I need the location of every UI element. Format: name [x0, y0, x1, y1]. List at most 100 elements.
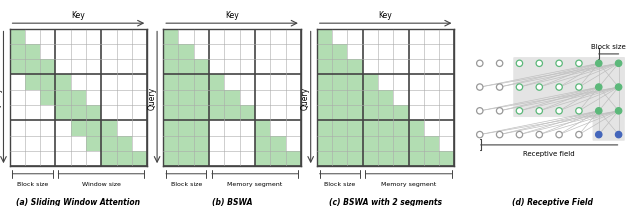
Bar [194, 90, 209, 105]
Circle shape [477, 108, 483, 115]
FancyBboxPatch shape [513, 58, 625, 117]
Bar [209, 75, 225, 90]
Bar [332, 121, 348, 136]
Bar [163, 151, 179, 166]
Bar [348, 90, 363, 105]
Bar [101, 121, 116, 136]
Bar [348, 105, 363, 121]
Bar [393, 121, 408, 136]
Circle shape [497, 108, 503, 115]
Bar [348, 151, 363, 166]
Circle shape [616, 132, 622, 138]
Text: (c) BSWA with 2 segments: (c) BSWA with 2 segments [329, 197, 442, 206]
Text: Window size: Window size [82, 181, 121, 186]
Bar [163, 75, 179, 90]
Bar [71, 90, 86, 105]
Bar [86, 121, 101, 136]
Bar [378, 151, 393, 166]
Bar [132, 151, 147, 166]
Circle shape [516, 108, 523, 115]
Bar [163, 105, 179, 121]
Bar [179, 90, 194, 105]
Bar [317, 151, 332, 166]
Bar [378, 90, 393, 105]
Bar [10, 60, 25, 75]
Text: Query: Query [147, 86, 156, 109]
Bar [40, 75, 56, 90]
Bar [332, 75, 348, 90]
Text: Key: Key [379, 11, 392, 20]
Bar [71, 105, 86, 121]
Text: Block size: Block size [17, 181, 48, 186]
Text: Memory segment: Memory segment [381, 181, 436, 186]
Bar [225, 105, 239, 121]
Circle shape [576, 132, 582, 138]
Bar [317, 121, 332, 136]
Bar [101, 136, 116, 151]
Bar [363, 136, 378, 151]
Bar [163, 121, 179, 136]
Circle shape [576, 84, 582, 91]
Circle shape [596, 84, 602, 91]
Bar [424, 151, 439, 166]
Bar [348, 75, 363, 90]
Circle shape [477, 132, 483, 138]
Circle shape [556, 108, 563, 115]
Bar [332, 60, 348, 75]
Bar [317, 60, 332, 75]
Text: Block size: Block size [591, 44, 626, 50]
Bar [179, 121, 194, 136]
Bar [332, 105, 348, 121]
Bar [332, 151, 348, 166]
Bar [40, 60, 56, 75]
Bar [332, 90, 348, 105]
Circle shape [576, 108, 582, 115]
Bar [348, 60, 363, 75]
Bar [163, 29, 179, 44]
Bar [179, 44, 194, 60]
Bar [163, 60, 179, 75]
Circle shape [616, 108, 622, 115]
Bar [194, 136, 209, 151]
Bar [194, 75, 209, 90]
Bar [285, 151, 301, 166]
Bar [71, 121, 86, 136]
Bar [270, 151, 285, 166]
Bar [255, 151, 270, 166]
Bar [10, 29, 25, 44]
Bar [163, 136, 179, 151]
Bar [163, 90, 179, 105]
Bar [363, 121, 378, 136]
Circle shape [596, 61, 602, 67]
Circle shape [516, 61, 523, 67]
Bar [439, 151, 454, 166]
Bar [270, 136, 285, 151]
Circle shape [536, 84, 543, 91]
Bar [25, 75, 40, 90]
Bar [255, 121, 270, 136]
Circle shape [556, 84, 563, 91]
Text: Key: Key [225, 11, 239, 20]
Circle shape [616, 84, 622, 91]
Bar [317, 105, 332, 121]
Text: Block size: Block size [170, 181, 202, 186]
Circle shape [576, 61, 582, 67]
Text: (a) Sliding Window Attention: (a) Sliding Window Attention [17, 197, 140, 206]
Text: Block size: Block size [324, 181, 355, 186]
Bar [424, 136, 439, 151]
Circle shape [497, 61, 503, 67]
Bar [116, 151, 132, 166]
Circle shape [536, 132, 543, 138]
Bar [209, 105, 225, 121]
Bar [363, 75, 378, 90]
Bar [332, 136, 348, 151]
Bar [363, 90, 378, 105]
Circle shape [536, 61, 543, 67]
Bar [25, 44, 40, 60]
Circle shape [556, 132, 563, 138]
Text: (d) Receptive Field: (d) Receptive Field [511, 197, 593, 206]
Bar [179, 136, 194, 151]
Bar [408, 151, 424, 166]
Circle shape [516, 84, 523, 91]
Circle shape [596, 132, 602, 138]
